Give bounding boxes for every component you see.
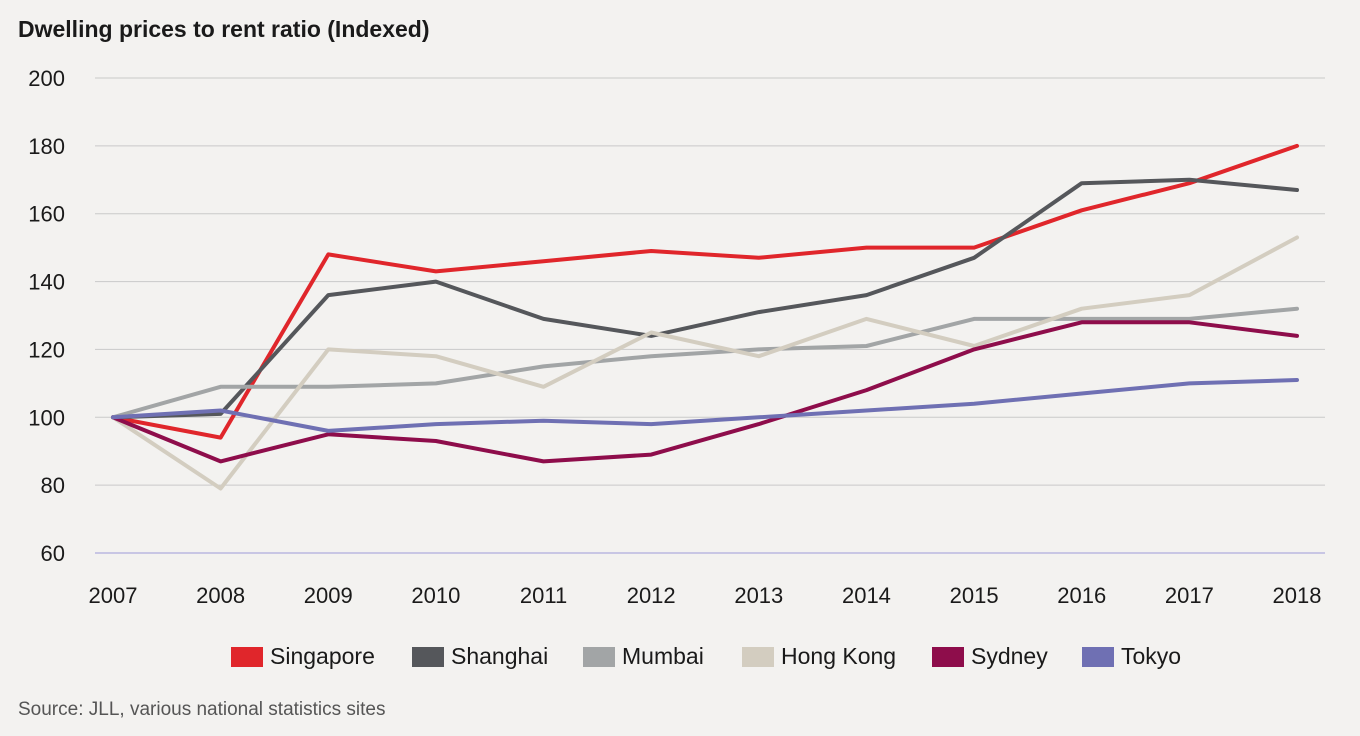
legend-item-sydney: Sydney [932,643,1048,669]
y-tick-label: 160 [28,202,65,227]
legend-swatch [742,647,774,667]
x-tick-label: 2014 [842,583,891,608]
x-tick-label: 2015 [950,583,999,608]
series-line-hong-kong [111,235,1299,491]
y-tick-label: 200 [28,66,65,91]
x-tick-label: 2009 [304,583,353,608]
series-line-mumbai [111,306,1299,420]
legend-label: Tokyo [1121,643,1181,669]
y-tick-label: 120 [28,337,65,362]
legend-item-hong-kong: Hong Kong [742,643,896,669]
y-tick-label: 60 [41,541,65,566]
source-note: Source: JLL, various national statistics… [18,699,386,720]
x-tick-label: 2017 [1165,583,1214,608]
x-tick-label: 2008 [196,583,245,608]
legend-label: Mumbai [622,643,704,669]
legend-label: Sydney [971,643,1048,669]
x-tick-label: 2012 [627,583,676,608]
gridlines [95,77,1325,554]
y-tick-label: 180 [28,134,65,159]
y-tick-label: 140 [28,270,65,295]
legend-swatch [1082,647,1114,667]
x-tick-label: 2013 [734,583,783,608]
x-tick-label: 2018 [1273,583,1322,608]
legend-label: Shanghai [451,643,548,669]
legend: Singapore Shanghai Mumbai Hong Kong Sydney To… [231,643,1181,669]
series-line-singapore [111,143,1299,440]
x-tick-label: 2007 [89,583,138,608]
legend-item-mumbai: Mumbai [583,643,704,669]
legend-swatch [231,647,263,667]
series-line-tokyo [111,378,1299,433]
y-tick-label: 80 [41,473,65,498]
x-axis-ticks: 2007 2008 2009 2010 2011 2012 2013 2014 2015 2016… [89,583,1322,608]
legend-swatch [932,647,964,667]
series-line-sydney [111,320,1299,464]
x-tick-label: 2010 [411,583,460,608]
legend-label: Hong Kong [781,643,896,669]
legend-item-shanghai: Shanghai [412,643,548,669]
legend-swatch [412,647,444,667]
x-tick-label: 2011 [520,583,567,608]
series-line-shanghai [111,177,1299,420]
y-axis-ticks: 60 80 100 120 140 160 180 200 [28,66,65,566]
series-lines [111,143,1299,491]
legend-label: Singapore [270,643,375,669]
chart-title: Dwelling prices to rent ratio (Indexed) [18,16,430,42]
x-tick-label: 2016 [1057,583,1106,608]
y-tick-label: 100 [28,405,65,430]
legend-swatch [583,647,615,667]
legend-item-singapore: Singapore [231,643,375,669]
legend-item-tokyo: Tokyo [1082,643,1181,669]
